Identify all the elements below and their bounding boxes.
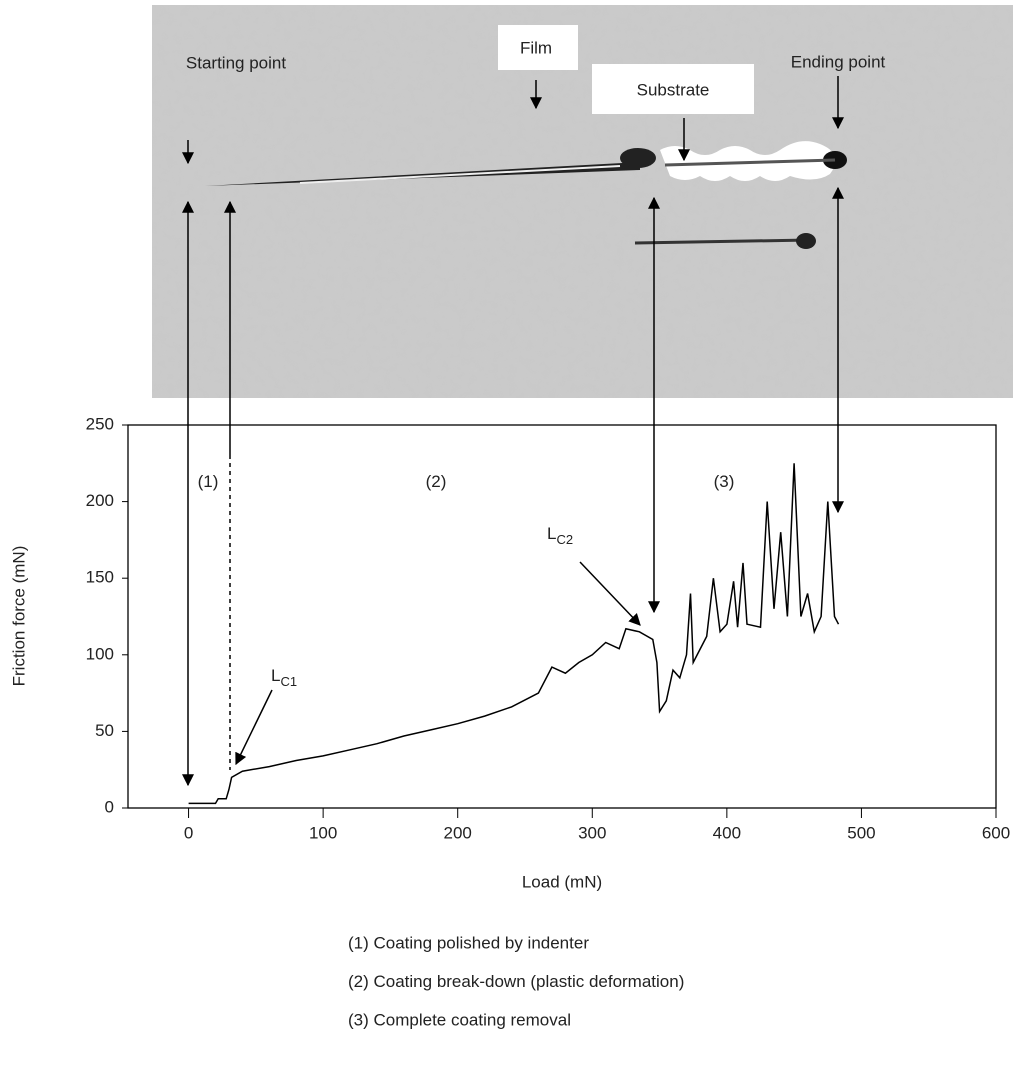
annotation-text: L (271, 666, 280, 685)
x-tick-label: 0 (184, 823, 193, 842)
annotation-text: (1) (198, 472, 219, 491)
x-tick-label: 600 (982, 823, 1010, 842)
annotation: (1) (198, 472, 219, 491)
annotation-sub: C1 (280, 674, 297, 689)
x-tick-label: 100 (309, 823, 337, 842)
x-tick-label: 200 (444, 823, 472, 842)
y-tick-label: 250 (86, 414, 114, 433)
micrograph (152, 5, 1013, 398)
x-tick-label: 500 (847, 823, 875, 842)
x-tick-label: 300 (578, 823, 606, 842)
annotation: (3) (714, 472, 735, 491)
annotation-sub: C2 (556, 532, 573, 547)
note: (3) Complete coating removal (348, 1010, 571, 1029)
annotation-text: (3) (714, 472, 735, 491)
note: (1) Coating polished by indenter (348, 933, 589, 952)
y-tick-label: 50 (95, 721, 114, 740)
annotation-text: L (547, 524, 556, 543)
x-tick-label: 400 (713, 823, 741, 842)
y-axis-label: Friction force (mN) (9, 546, 28, 687)
y-tick-label: 200 (86, 491, 114, 510)
annotation: LC1 (271, 666, 297, 689)
plot-frame (127, 424, 997, 809)
annotation: LC2 (547, 524, 573, 547)
image-label: Film (520, 38, 552, 57)
image-label: Ending point (791, 52, 886, 71)
x-axis-label: Load (mN) (522, 872, 602, 891)
y-tick-label: 0 (105, 797, 114, 816)
image-label: Starting point (186, 53, 286, 72)
arrows (182, 76, 844, 787)
annotation: (2) (426, 472, 447, 491)
annotation-text: (2) (426, 472, 447, 491)
image-label: Substrate (637, 80, 710, 99)
note: (2) Coating break-down (plastic deformat… (348, 972, 684, 991)
y-tick-label: 100 (86, 644, 114, 663)
line (188, 463, 840, 805)
y-tick-label: 150 (86, 568, 114, 587)
